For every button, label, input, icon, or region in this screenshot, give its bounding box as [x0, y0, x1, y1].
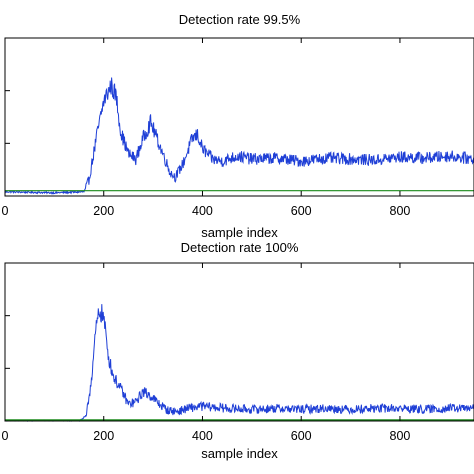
x-tick-label: 800 — [390, 204, 411, 218]
series-line — [4, 77, 474, 195]
x-tick-label: 200 — [93, 429, 114, 443]
x-tick-label: 400 — [192, 204, 213, 218]
series-line — [4, 304, 474, 422]
x-axis-label: sample index — [201, 225, 278, 240]
x-tick-label: 200 — [93, 204, 114, 218]
x-tick-label: 0 — [2, 429, 9, 443]
plot-frame — [4, 37, 474, 197]
chart-title: Detection rate 99.5% — [179, 12, 301, 27]
x-tick-label: 600 — [291, 429, 312, 443]
x-tick-label: 800 — [390, 429, 411, 443]
chart-title: Detection rate 100% — [181, 240, 299, 255]
plot-frame — [4, 262, 474, 422]
x-tick-label: 0 — [2, 204, 9, 218]
x-tick-label: 600 — [291, 204, 312, 218]
x-tick-label: 400 — [192, 429, 213, 443]
x-axis-label: sample index — [201, 446, 278, 461]
